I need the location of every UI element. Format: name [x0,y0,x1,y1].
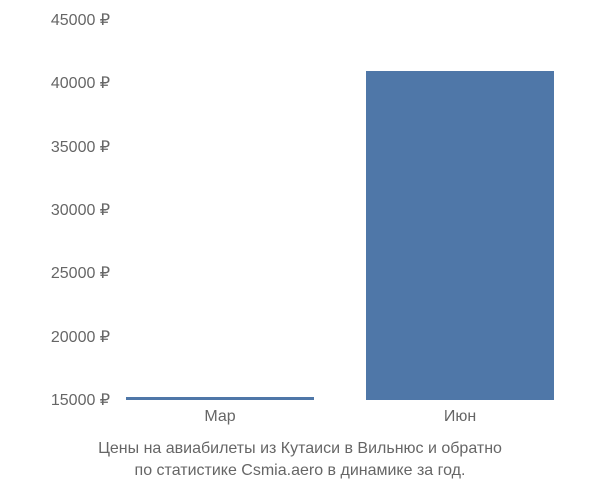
plot-area [100,20,580,400]
price-chart: 15000 ₽20000 ₽25000 ₽30000 ₽35000 ₽40000… [0,0,600,500]
bar [126,397,313,400]
chart-caption: Цены на авиабилеты из Кутаиси в Вильнюс … [0,438,600,481]
bar [366,71,553,400]
y-axis-tick [100,336,106,337]
x-axis-label: Июн [444,408,476,426]
y-axis-tick [100,146,106,147]
caption-line-1: Цены на авиабилеты из Кутаиси в Вильнюс … [98,440,502,457]
y-axis-tick [100,83,106,84]
caption-line-2: по статистике Csmia.aero в динамике за г… [135,462,466,479]
x-axis-label: Мар [204,408,235,426]
y-axis-tick [100,20,106,21]
y-axis-tick [100,400,106,401]
y-axis-tick [100,210,106,211]
y-axis-tick [100,273,106,274]
